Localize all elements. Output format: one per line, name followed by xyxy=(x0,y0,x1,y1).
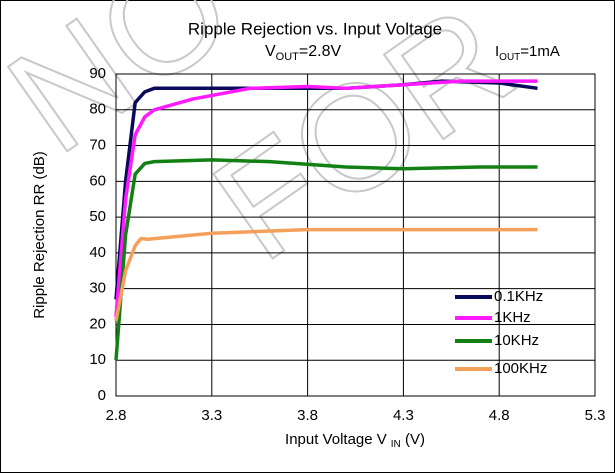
subtitle-sub: OUT xyxy=(276,51,300,63)
y-tick-label: 80 xyxy=(89,101,106,118)
legend-label: 0.1KHz xyxy=(494,288,543,305)
xlabel-sub: IN xyxy=(391,439,401,450)
y-tick-label: 50 xyxy=(89,208,106,225)
y-tick-label: 10 xyxy=(89,351,106,368)
y-axis-label: Ripple Rejection RR (dB) xyxy=(31,151,48,319)
x-tick-label: 3.3 xyxy=(201,407,222,424)
y-tick-label: 70 xyxy=(89,137,106,154)
x-tick-label: 4.8 xyxy=(489,407,510,424)
series-line xyxy=(114,79,538,318)
legend-label: 1KHz xyxy=(494,309,531,326)
y-tick-label: 90 xyxy=(89,65,106,82)
x-tick-label: 5.3 xyxy=(585,407,606,424)
y-tick-label: 0 xyxy=(98,387,106,404)
x-axis-label: Input Voltage V IN (V) xyxy=(285,431,425,450)
annotation: IOUT=1mA xyxy=(495,43,560,63)
y-tick-label: 60 xyxy=(89,172,106,189)
xlabel-rest: (V) xyxy=(401,431,425,448)
series-line xyxy=(114,227,538,322)
y-tick-label: 30 xyxy=(89,280,106,297)
legend-label: 10KHz xyxy=(494,332,539,349)
annotation-main: I xyxy=(495,43,499,60)
series-line xyxy=(114,158,538,361)
legend-label: 100KHz xyxy=(494,360,547,377)
plot-border xyxy=(115,73,596,397)
y-tick-label: 20 xyxy=(89,315,106,332)
annotation-sub: OUT xyxy=(499,52,520,63)
x-tick-label: 4.3 xyxy=(393,407,414,424)
x-tick-label: 2.8 xyxy=(106,407,127,424)
subtitle-rest: =2.8V xyxy=(299,43,342,60)
chart-title: Ripple Rejection vs. Input Voltage xyxy=(188,19,442,38)
subtitle-main: V xyxy=(265,43,276,60)
xlabel-main: Input Voltage V xyxy=(285,431,387,448)
x-tick-label: 3.8 xyxy=(297,407,318,424)
subtitle: VOUT=2.8V xyxy=(265,43,341,63)
y-tick-label: 40 xyxy=(89,244,106,261)
annotation-rest: =1mA xyxy=(520,43,560,60)
